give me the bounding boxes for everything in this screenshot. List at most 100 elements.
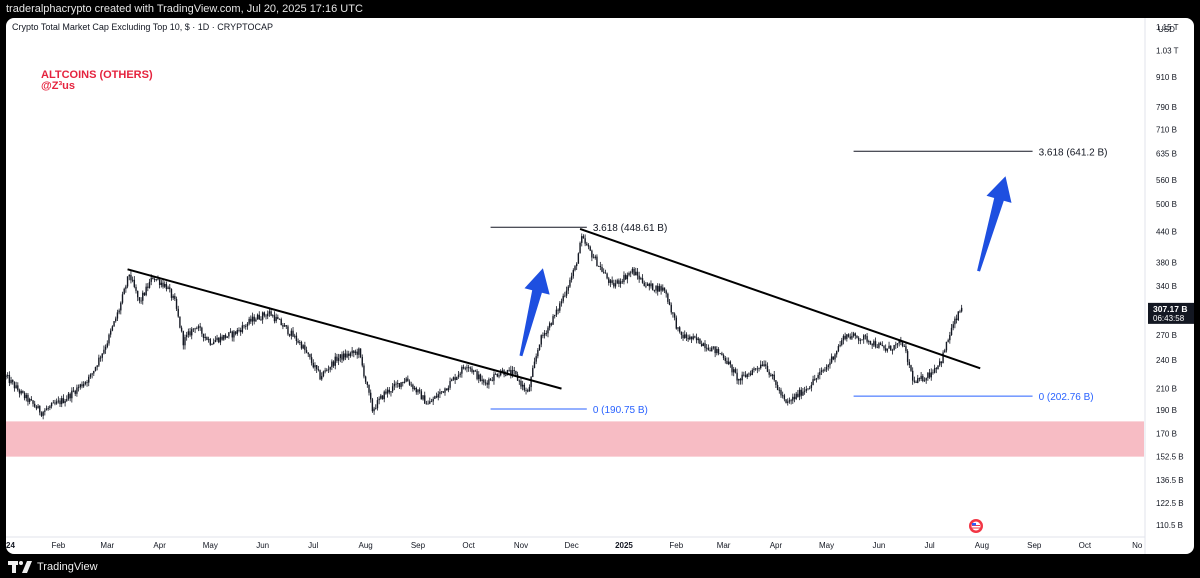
us-flag-icon[interactable] [969,519,983,533]
candle-body [445,388,448,391]
candle-body [729,361,732,365]
last-price-value: 307.17 B [1153,304,1188,314]
candle-body [942,352,944,364]
candle-body [300,342,303,349]
candle-body [155,279,157,281]
candle-body [52,402,54,404]
candle-body [164,283,166,287]
candle-body [707,347,710,351]
candle-body [104,346,107,350]
candle-body [493,374,495,381]
time-tick-label: Jun [872,541,885,550]
candle-body [10,380,12,384]
candle-body [846,334,848,339]
credit-bar: traderalphacrypto created with TradingVi… [0,0,1200,18]
candle-body [591,250,593,258]
candle-body [537,349,539,357]
candle-body [800,389,802,396]
chart-panel[interactable]: 3.618 (448.61 B) 0 (190.75 B) 3.618 (641.2… [6,18,1194,554]
candle-body [353,350,355,353]
candle-body [67,393,70,399]
candle-body [947,340,949,342]
candle-body [290,330,293,336]
candle-body [231,331,233,338]
candle-body [866,336,868,342]
candle-body [471,368,473,372]
candle-body [337,358,340,361]
candle-body [211,344,213,345]
candle-body [604,272,607,274]
candle-body [939,361,941,366]
candle-body [472,370,475,372]
candle-body [452,377,455,380]
time-tick-label: Jun [256,541,269,550]
candle-body [631,268,634,273]
candle-body [484,382,487,384]
candle-body [390,391,392,393]
candle-body [221,336,223,340]
candle-body [22,390,24,393]
candle-body [903,346,905,347]
candle-body [918,378,921,380]
candle-body [435,396,438,398]
candle-body [88,376,90,383]
candle-body [486,382,488,385]
fib-level-label: 0 (202.76 B) [1039,392,1094,403]
candle-body [957,311,959,320]
candle-body [511,370,514,376]
candle-body [655,285,657,291]
candle-body [594,256,596,258]
candle-body [439,391,441,395]
candle-body [770,374,772,376]
candle-body [785,399,787,403]
candle-body [184,337,186,346]
candle-body [665,290,667,294]
candle-body [738,378,740,381]
candle-body [13,382,16,389]
candle-body [128,274,130,277]
price-chart[interactable]: 3.618 (448.61 B) 0 (190.75 B) 3.618 (641.2… [6,18,1194,554]
candle-body [108,334,110,344]
candle-body [930,372,932,378]
candle-body [133,279,136,287]
candle-body [829,362,831,366]
candle-body [280,319,282,326]
candle-body [179,316,181,328]
candle-body [761,364,764,367]
candle-body [888,345,890,349]
time-tick-label: Aug [359,541,373,550]
candle-body [552,316,554,325]
candle-body [581,236,583,243]
time-tick-label: Feb [51,541,65,550]
candle-body [131,279,134,281]
candle-body [174,295,176,299]
candle-body [194,328,196,330]
candle-body [339,354,342,359]
candle-body [787,401,789,403]
candle-body [685,334,688,338]
candle-body [398,383,401,388]
candle-body [657,285,659,292]
candle-body [99,357,102,359]
candle-body [145,286,147,296]
candle-body [852,333,855,336]
candle-body [388,389,390,393]
candle-body [111,326,114,331]
candle-body [584,238,586,244]
candle-body [913,380,916,382]
candle-body [893,345,895,350]
time-tick-label: Mar [717,541,731,550]
candle-body [562,295,564,302]
candle-body [520,380,522,387]
price-tick-label: 152.5 B [1156,453,1184,462]
candle-body [643,282,645,286]
candle-body [466,367,468,369]
price-tick-label: 1.03 T [1156,46,1179,55]
candle-body [734,369,737,373]
candle-body [59,400,61,405]
candle-body [462,366,465,369]
candle-body [624,275,627,280]
candle-body [646,283,649,286]
candle-body [386,389,389,394]
candle-body [940,361,943,364]
